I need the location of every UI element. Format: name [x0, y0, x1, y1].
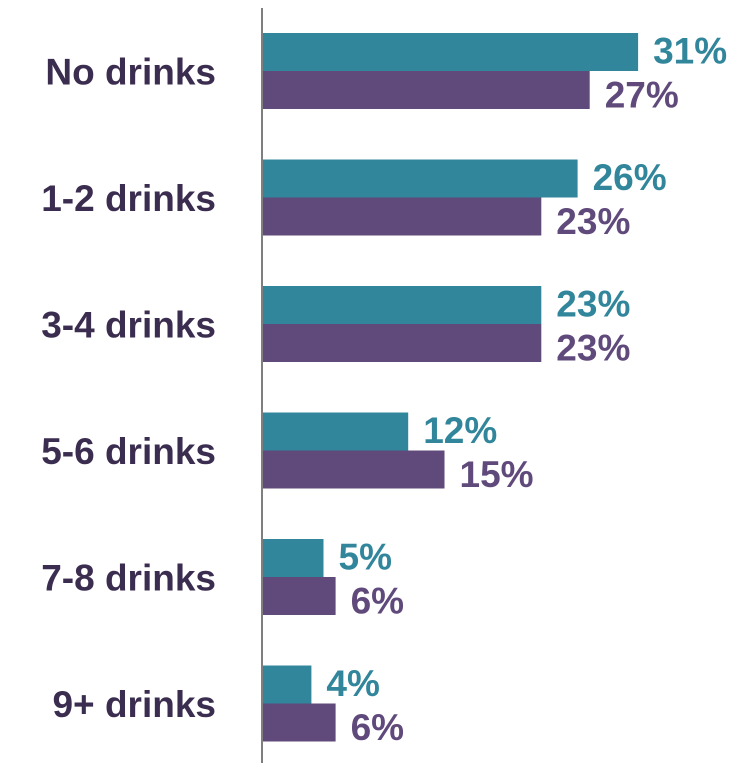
bar-5-6-drinks-s1 — [263, 412, 409, 451]
bar-no-drinks-s1 — [263, 33, 639, 71]
bar-5-6-drinks-s2 — [263, 450, 445, 489]
bar-no-drinks-s2 — [263, 71, 590, 109]
bar-3-4-drinks-s2 — [263, 324, 542, 362]
data-label: 4% — [326, 663, 379, 704]
bar-1-2-drinks-s2 — [263, 197, 542, 236]
bar-7-8-drinks-s1 — [263, 539, 324, 577]
data-label: 27% — [605, 74, 679, 115]
bar-9-drinks-s2 — [263, 703, 336, 742]
data-label: 26% — [593, 157, 667, 198]
data-label: 23% — [556, 327, 630, 368]
data-label: 12% — [423, 410, 497, 451]
category-label: 7-8 drinks — [41, 557, 216, 598]
bar-7-8-drinks-s2 — [263, 577, 336, 615]
bar-9-drinks-s1 — [263, 665, 312, 704]
data-label: 6% — [351, 707, 404, 748]
category-label: 9+ drinks — [52, 684, 216, 725]
data-label: 23% — [556, 283, 630, 324]
category-label: No drinks — [45, 51, 216, 92]
bar-1-2-drinks-s1 — [263, 159, 578, 198]
data-label: 6% — [351, 580, 404, 621]
data-label: 23% — [556, 201, 630, 242]
category-label: 1-2 drinks — [41, 178, 216, 219]
data-label: 5% — [339, 536, 392, 577]
data-label: 31% — [653, 30, 727, 71]
bar-3-4-drinks-s1 — [263, 286, 542, 324]
data-label: 15% — [460, 454, 534, 495]
category-label: 3-4 drinks — [41, 304, 216, 345]
category-label: 5-6 drinks — [41, 431, 216, 472]
